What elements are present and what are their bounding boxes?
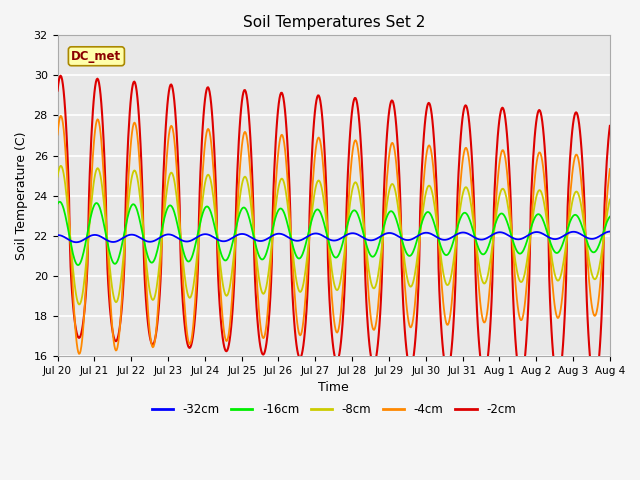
Title: Soil Temperatures Set 2: Soil Temperatures Set 2 [243, 15, 425, 30]
Legend: -32cm, -16cm, -8cm, -4cm, -2cm: -32cm, -16cm, -8cm, -4cm, -2cm [147, 398, 520, 420]
Y-axis label: Soil Temperature (C): Soil Temperature (C) [15, 132, 28, 260]
X-axis label: Time: Time [318, 381, 349, 394]
Text: DC_met: DC_met [71, 50, 122, 63]
